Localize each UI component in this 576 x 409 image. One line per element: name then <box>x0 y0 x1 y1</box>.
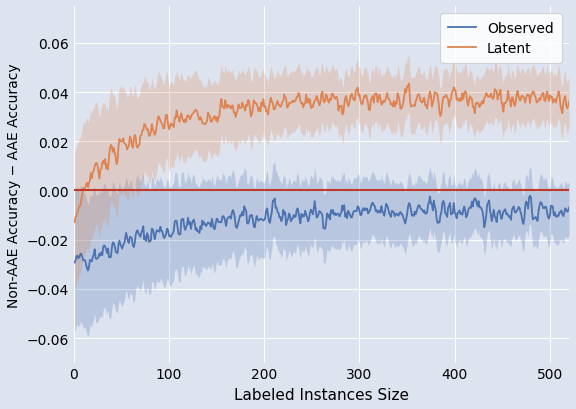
Observed <box>465 206 472 211</box>
Latent <box>130 139 137 144</box>
Observed <box>459 213 466 218</box>
Observed <box>71 261 78 265</box>
Observed <box>509 206 516 211</box>
Latent <box>459 92 466 97</box>
Latent <box>509 96 516 101</box>
X-axis label: Labeled Instances Size: Labeled Instances Size <box>234 387 409 402</box>
Latent <box>206 114 213 119</box>
Latent <box>465 99 472 103</box>
Latent <box>71 220 78 225</box>
Line: Observed: Observed <box>75 196 569 271</box>
Observed <box>85 268 92 273</box>
Y-axis label: Non-AAE Accuracy − AAE Accuracy: Non-AAE Accuracy − AAE Accuracy <box>7 63 21 307</box>
Observed <box>131 241 138 246</box>
Latent <box>85 185 92 190</box>
Latent <box>406 82 412 87</box>
Observed <box>566 206 573 211</box>
Legend: Observed, Latent: Observed, Latent <box>440 14 562 64</box>
Observed <box>85 265 92 270</box>
Line: Latent: Latent <box>75 84 569 222</box>
Observed <box>526 194 533 199</box>
Latent <box>566 100 573 105</box>
Observed <box>206 221 213 226</box>
